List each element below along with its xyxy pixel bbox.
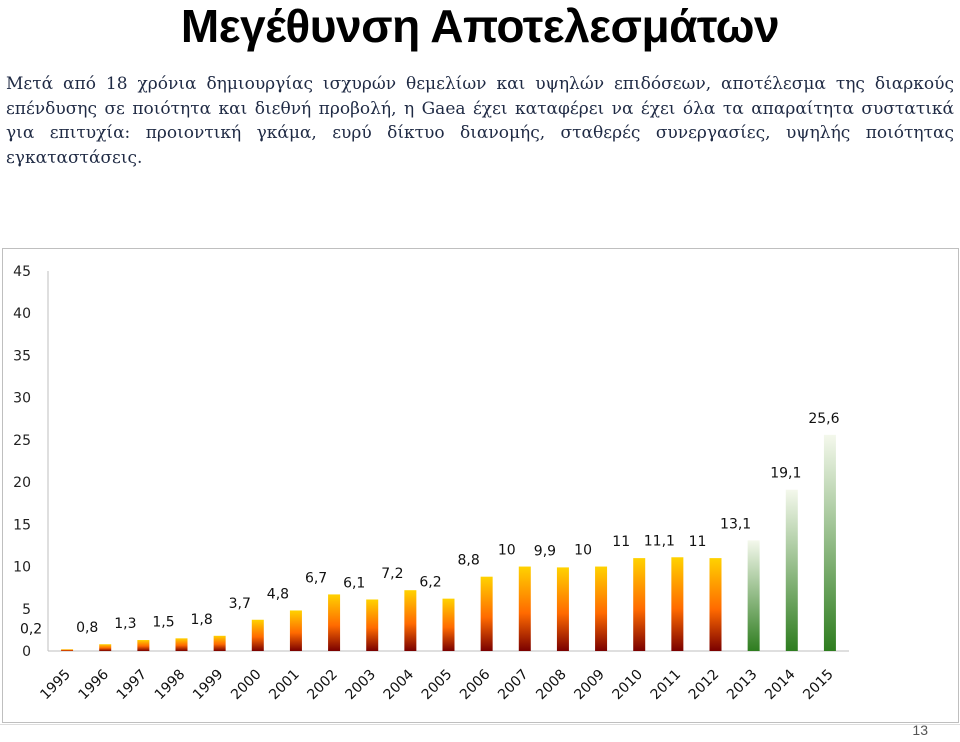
bar-2010 [633,558,646,651]
bar-2008 [556,567,569,651]
data-label-2004: 7,2 [381,566,403,582]
bar-1995 [61,649,74,651]
bar-2003 [366,599,379,651]
y-tick-label: 20 [13,475,31,491]
bar-1998 [175,638,188,651]
bar-2000 [251,619,264,651]
x-tick-label: 2004 [381,666,418,703]
x-tick-label: 1998 [152,667,189,704]
data-label-2010: 11 [612,534,630,550]
data-label-1999: 1,8 [191,612,213,628]
slide-title: Μεγέθυνση Αποτελεσμάτων [180,0,780,52]
data-label-2012: 11 [689,534,707,550]
intro-paragraph: Μετά από 18 χρόνια δημιουργίας ισχυρών θ… [6,74,954,168]
x-tick-label: 2006 [457,666,494,703]
data-label-2003: 6,1 [343,575,365,591]
bar-2015 [823,434,836,651]
data-label-2013: 13,1 [720,516,751,532]
x-tick-label: 2015 [800,667,837,704]
data-label-2009: 10 [574,543,592,559]
bar-chart: 0 5 10 15 20 25 30 35 40 45 0,2 0,8 1,3 1,5 1,8 3,7 4,8… [13,264,849,704]
y-tick-label: 10 [13,560,31,576]
x-tick-label: 2001 [266,667,303,704]
page-number: 13 [912,722,928,738]
bar-2012 [709,558,722,651]
bar-1996 [99,644,112,651]
bar-2002 [328,594,341,651]
bar-2009 [595,566,608,651]
x-tick-label: 2000 [228,667,265,704]
data-label-2002: 6,7 [305,570,327,586]
bar-2006 [480,576,493,651]
data-label-2001: 4,8 [267,586,289,602]
x-tick-label: 2013 [724,667,761,704]
data-label-2006: 8,8 [458,553,480,569]
y-tick-label: 5 [22,602,31,618]
y-tick-label: 40 [13,306,31,322]
x-tick-label: 2011 [648,667,685,704]
data-label-2014: 19,1 [770,466,801,482]
x-tick-label: 2003 [343,667,380,704]
x-tick-label: 2007 [495,667,532,704]
bar-2005 [442,598,455,651]
y-tick-label: 30 [13,391,31,407]
x-tick-label: 1996 [76,666,113,703]
bar-2001 [289,610,302,651]
x-tick-label: 2012 [686,667,723,704]
x-tick-label: 2010 [610,667,647,704]
data-label-2015: 25,6 [808,411,839,427]
y-tick-label: 45 [13,264,31,280]
data-label-1997: 1,3 [114,616,136,632]
bar-2013 [747,540,760,651]
y-tick-label: 25 [13,433,31,449]
x-tick-label: 2002 [304,667,341,704]
data-label-1995: 0,2 [20,621,42,637]
chart-frame: 0 5 10 15 20 25 30 35 40 45 0,2 0,8 1,3 1,5 1,8 3,7 4,8… [2,248,959,723]
data-label-2005: 6,2 [419,575,441,591]
bar-1997 [137,640,150,651]
x-tick-label: 2014 [762,666,799,703]
x-tick-label: 1997 [114,667,151,704]
data-label-2008: 9,9 [534,543,556,559]
bar-2011 [671,557,684,651]
x-tick-label: 1999 [190,667,227,704]
data-label-2011: 11,1 [644,533,675,549]
y-tick-label: 0 [22,644,31,660]
footer-rule [0,724,960,725]
x-tick-label: 2008 [533,667,570,704]
bar-2014 [785,489,798,651]
bar-2004 [404,590,417,651]
bar-1999 [213,635,226,651]
x-tick-label: 1995 [37,667,74,704]
x-tick-label: 2005 [419,667,456,704]
data-label-1996: 0,8 [76,620,98,636]
data-label-2007: 10 [498,543,516,559]
data-label-1998: 1,5 [152,614,174,630]
y-tick-label: 35 [13,348,31,364]
x-tick-label: 2009 [571,667,608,704]
data-label-2000: 3,7 [229,596,251,612]
y-tick-label: 15 [13,517,31,533]
bar-2007 [518,566,531,651]
